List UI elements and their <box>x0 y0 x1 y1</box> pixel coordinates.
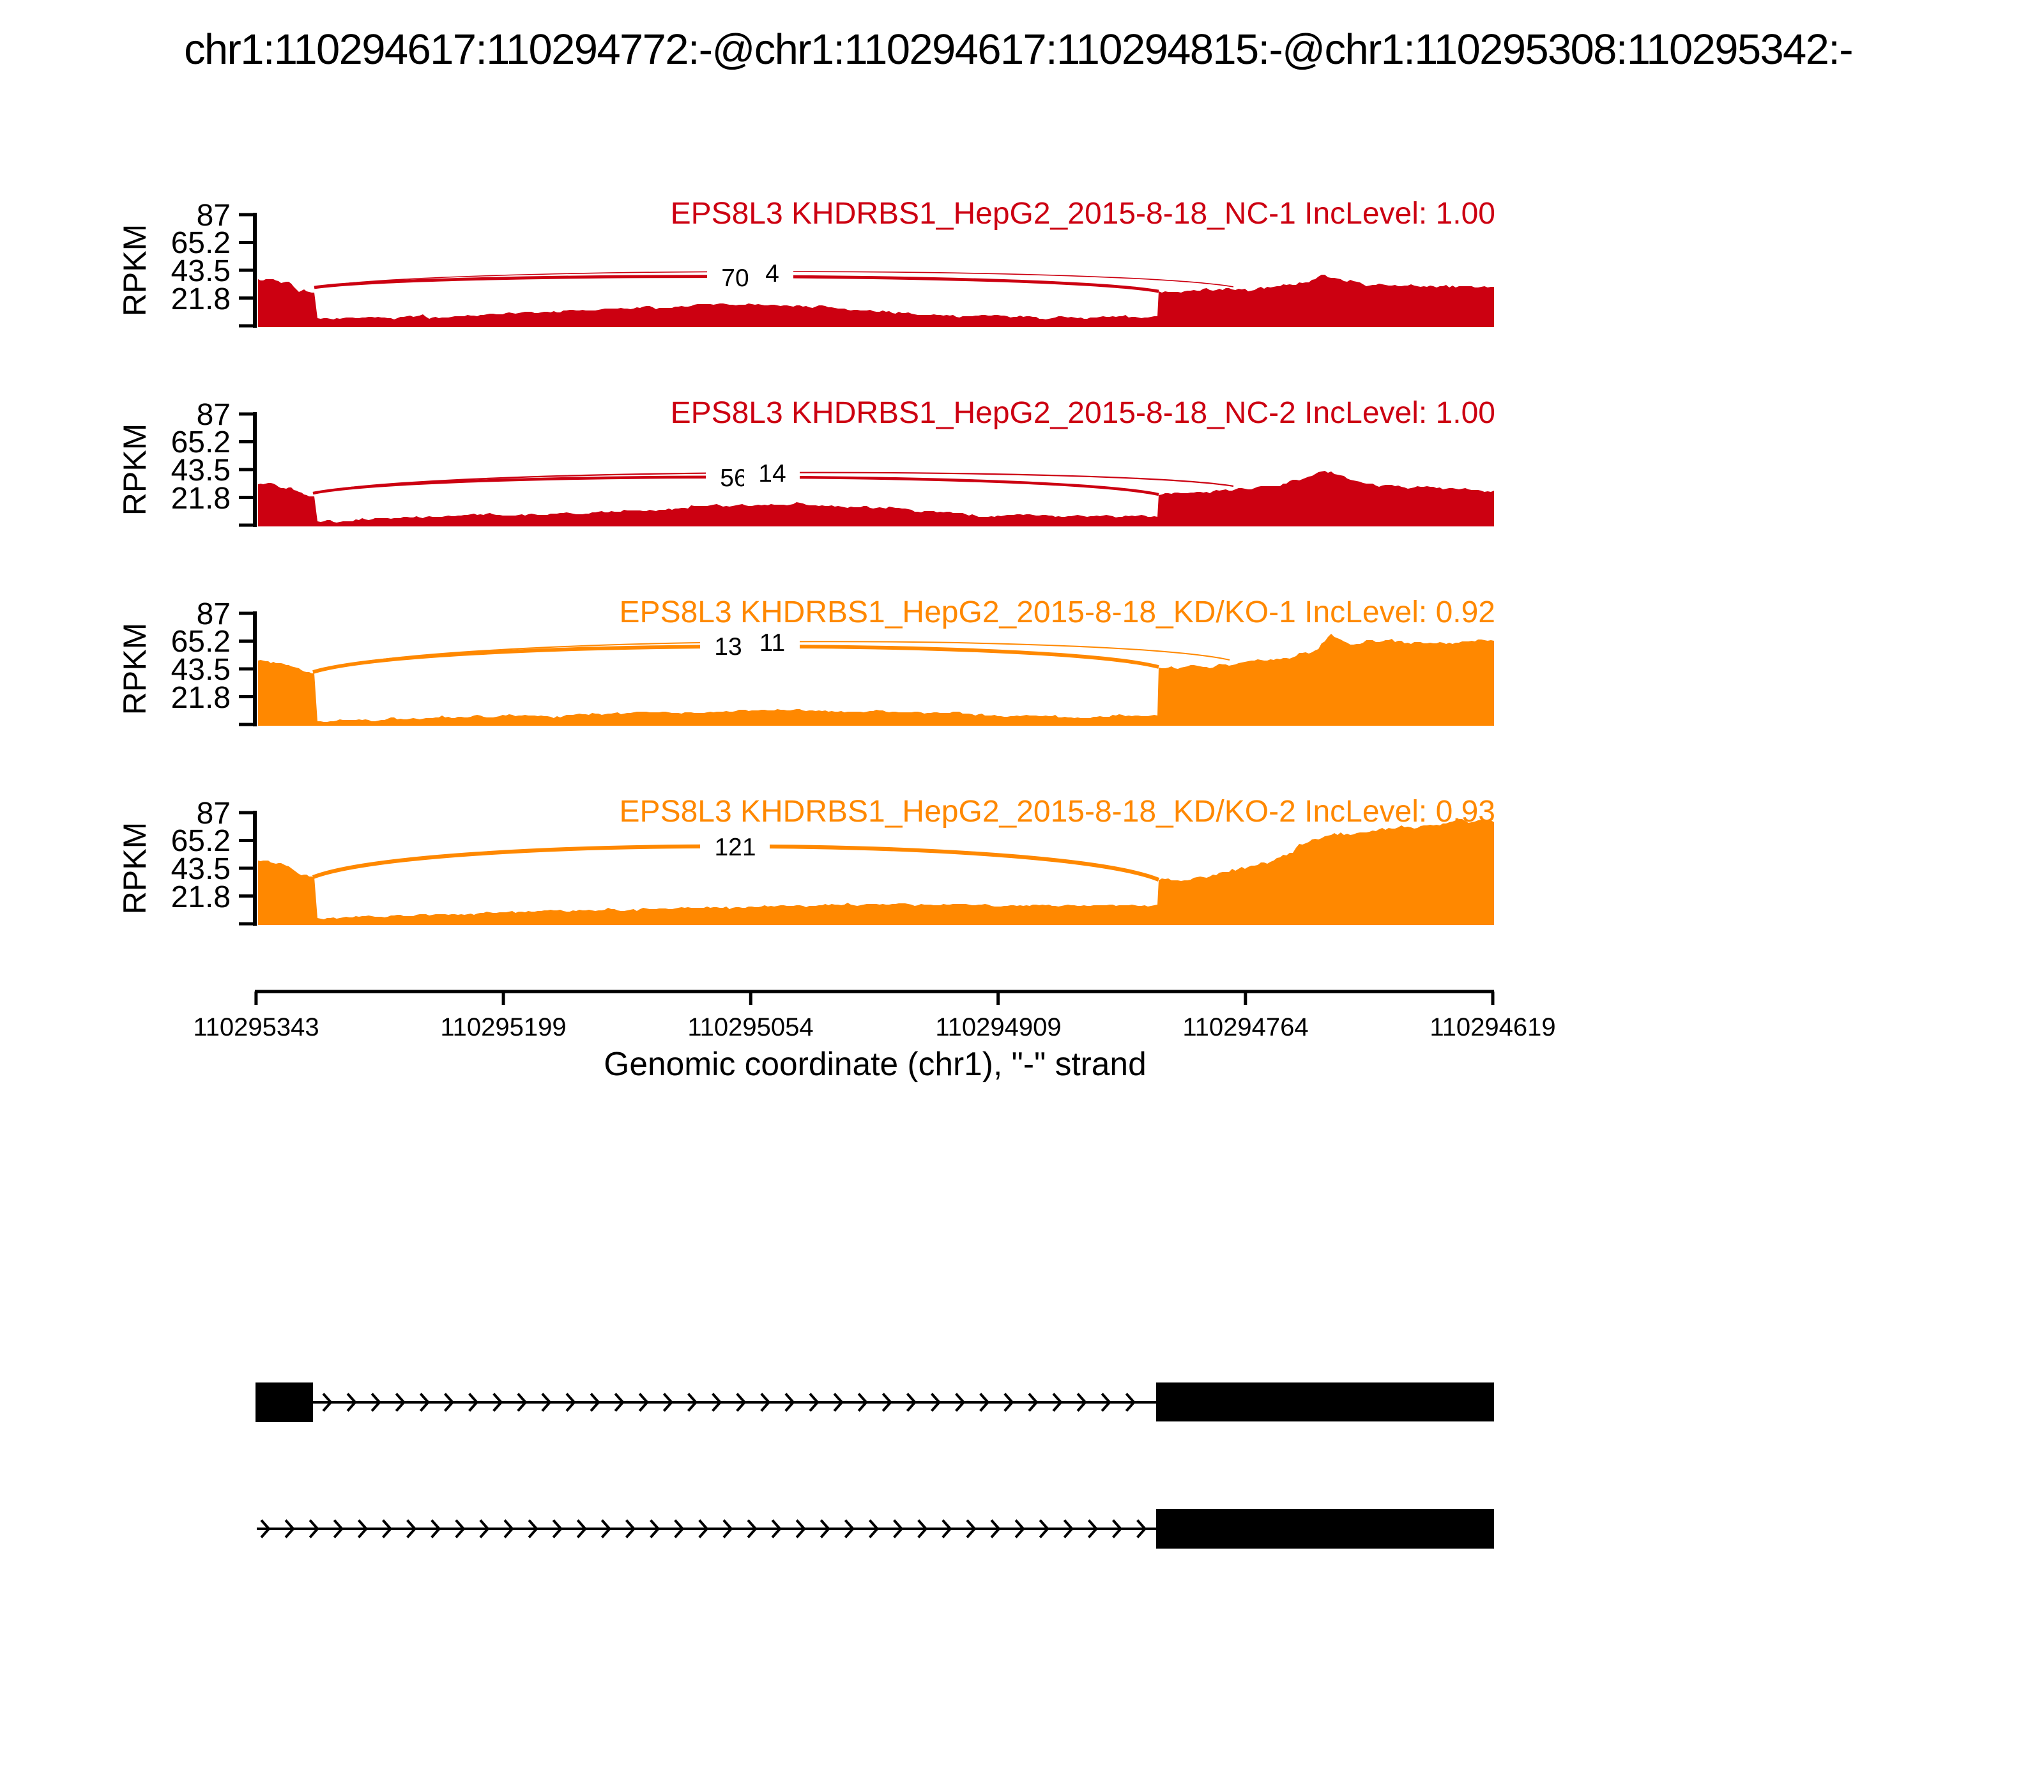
svg-text:4: 4 <box>765 260 779 287</box>
svg-text:RPKM: RPKM <box>117 623 153 715</box>
svg-text:70: 70 <box>721 264 749 292</box>
svg-text:110295054: 110295054 <box>687 1013 813 1041</box>
svg-text:13: 13 <box>714 633 742 661</box>
svg-text:EPS8L3 KHDRBS1_HepG2_2015-8-18: EPS8L3 KHDRBS1_HepG2_2015-8-18_NC-2 IncL… <box>671 396 1495 430</box>
svg-text:43.5: 43.5 <box>171 254 231 288</box>
svg-text:21.8: 21.8 <box>171 880 231 914</box>
svg-text:110295199: 110295199 <box>440 1013 566 1041</box>
svg-text:EPS8L3 KHDRBS1_HepG2_2015-8-18: EPS8L3 KHDRBS1_HepG2_2015-8-18_KD/KO-2 I… <box>620 795 1495 829</box>
svg-text:56: 56 <box>720 464 747 492</box>
svg-text:110294909: 110294909 <box>935 1013 1061 1041</box>
svg-text:14: 14 <box>758 460 786 487</box>
svg-text:65.2: 65.2 <box>171 226 231 260</box>
svg-text:21.8: 21.8 <box>171 681 231 715</box>
svg-text:EPS8L3 KHDRBS1_HepG2_2015-8-18: EPS8L3 KHDRBS1_HepG2_2015-8-18_KD/KO-1 I… <box>620 595 1495 629</box>
svg-text:21.8: 21.8 <box>171 482 231 516</box>
svg-text:43.5: 43.5 <box>171 454 231 487</box>
svg-text:65.2: 65.2 <box>171 425 231 459</box>
svg-text:110294619: 110294619 <box>1430 1013 1555 1041</box>
svg-text:chr1:110294617:110294772:-@chr: chr1:110294617:110294772:-@chr1:11029461… <box>184 26 1852 73</box>
svg-text:43.5: 43.5 <box>171 852 231 886</box>
svg-text:110294764: 110294764 <box>1182 1013 1308 1041</box>
svg-text:87: 87 <box>197 199 231 233</box>
svg-text:11: 11 <box>759 629 786 657</box>
svg-text:65.2: 65.2 <box>171 824 231 858</box>
svg-text:Genomic coordinate (chr1), "-": Genomic coordinate (chr1), "-" strand <box>604 1045 1146 1082</box>
svg-text:65.2: 65.2 <box>171 625 231 659</box>
svg-text:43.5: 43.5 <box>171 653 231 687</box>
svg-text:EPS8L3 KHDRBS1_HepG2_2015-8-18: EPS8L3 KHDRBS1_HepG2_2015-8-18_NC-1 IncL… <box>671 197 1495 231</box>
svg-text:87: 87 <box>197 597 231 631</box>
svg-text:RPKM: RPKM <box>117 822 153 914</box>
svg-text:RPKM: RPKM <box>117 424 153 516</box>
svg-text:121: 121 <box>714 834 756 861</box>
svg-text:RPKM: RPKM <box>117 224 153 316</box>
svg-text:87: 87 <box>197 398 231 432</box>
svg-text:110295343: 110295343 <box>193 1013 319 1041</box>
svg-text:21.8: 21.8 <box>171 282 231 316</box>
svg-text:87: 87 <box>197 797 231 831</box>
